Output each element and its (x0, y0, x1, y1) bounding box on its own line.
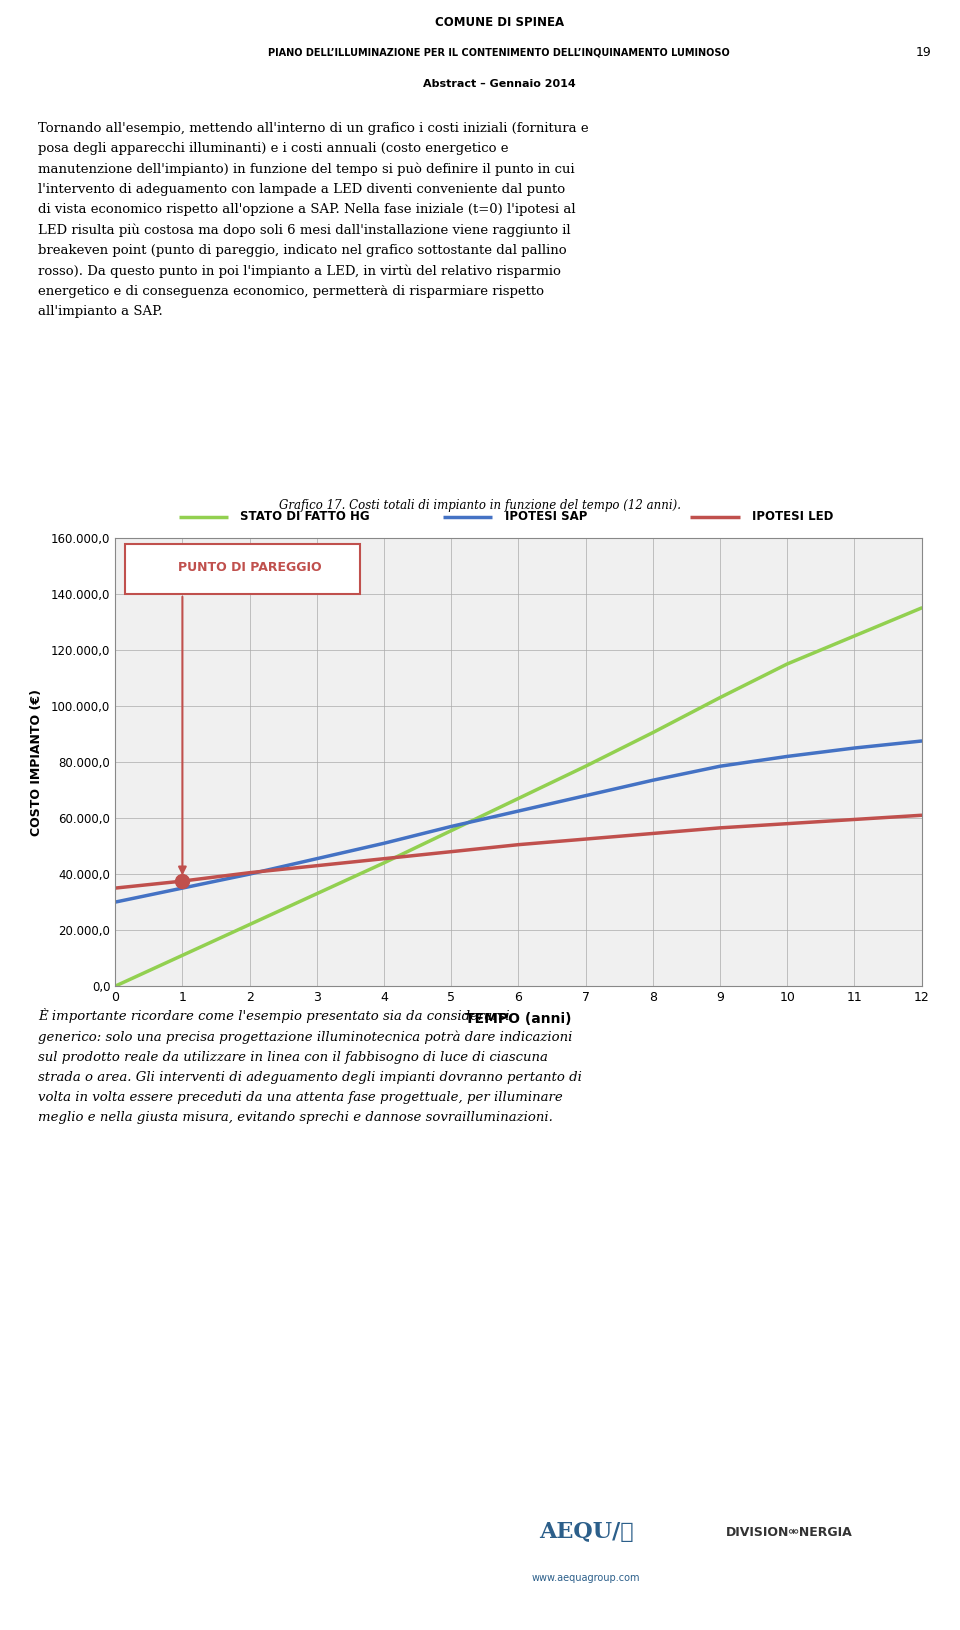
IPOTESI SAP (445, 817, 457, 836)
Text: STATO DI FATTO HG: STATO DI FATTO HG (240, 510, 371, 523)
STATO DI FATTO HG (244, 914, 255, 934)
IPOTESI LED (378, 849, 390, 869)
Text: DIVISION⚮NERGIA: DIVISION⚮NERGIA (726, 1526, 852, 1539)
FancyBboxPatch shape (125, 543, 360, 593)
STATO DI FATTO HG (177, 945, 188, 965)
IPOTESI LED (513, 835, 524, 854)
IPOTESI LED (311, 856, 323, 875)
IPOTESI SAP (177, 879, 188, 898)
Text: Abstract – Gennaio 2014: Abstract – Gennaio 2014 (422, 80, 576, 90)
Line: STATO DI FATTO HG: STATO DI FATTO HG (115, 608, 922, 986)
STATO DI FATTO HG (109, 976, 121, 996)
Text: Tornando all'esempio, mettendo all'interno di un grafico i costi iniziali (forni: Tornando all'esempio, mettendo all'inter… (38, 122, 589, 318)
Text: AEQU/✓: AEQU/✓ (539, 1521, 634, 1544)
IPOTESI SAP (311, 849, 323, 869)
Text: www.aequagroup.com: www.aequagroup.com (532, 1573, 640, 1583)
Text: Grafico 17. Costi totali di impianto in funzione del tempo (12 anni).: Grafico 17. Costi totali di impianto in … (279, 499, 681, 512)
IPOTESI SAP (109, 892, 121, 911)
IPOTESI LED (580, 830, 591, 849)
IPOTESI SAP (513, 802, 524, 822)
Line: IPOTESI SAP: IPOTESI SAP (115, 742, 922, 901)
IPOTESI SAP (781, 747, 793, 766)
Text: È importante ricordare come l'esempio presentato sia da considerarsi
generico: s: È importante ricordare come l'esempio pr… (38, 1009, 583, 1125)
IPOTESI LED (916, 805, 927, 825)
IPOTESI LED (445, 841, 457, 861)
IPOTESI LED (244, 862, 255, 882)
X-axis label: TEMPO (anni): TEMPO (anni) (466, 1012, 571, 1027)
STATO DI FATTO HG (647, 722, 659, 742)
IPOTESI LED (177, 872, 188, 892)
IPOTESI SAP (714, 756, 726, 776)
IPOTESI LED (781, 813, 793, 833)
IPOTESI LED (714, 818, 726, 838)
STATO DI FATTO HG (849, 626, 860, 645)
Text: IPOTESI LED: IPOTESI LED (753, 510, 833, 523)
IPOTESI SAP (849, 738, 860, 758)
Text: IPOTESI SAP: IPOTESI SAP (505, 510, 588, 523)
Y-axis label: COSTO IMPIANTO (€): COSTO IMPIANTO (€) (30, 688, 42, 836)
STATO DI FATTO HG (580, 756, 591, 776)
IPOTESI SAP (580, 786, 591, 805)
Text: PUNTO DI PAREGGIO: PUNTO DI PAREGGIO (178, 561, 322, 574)
STATO DI FATTO HG (378, 852, 390, 872)
STATO DI FATTO HG (311, 883, 323, 903)
STATO DI FATTO HG (445, 822, 457, 841)
STATO DI FATTO HG (781, 654, 793, 673)
IPOTESI SAP (647, 771, 659, 791)
IPOTESI SAP (378, 833, 390, 852)
STATO DI FATTO HG (714, 688, 726, 707)
STATO DI FATTO HG (916, 598, 927, 618)
STATO DI FATTO HG (513, 789, 524, 808)
Text: 19: 19 (916, 47, 931, 59)
IPOTESI SAP (916, 732, 927, 751)
IPOTESI LED (647, 823, 659, 843)
Text: COMUNE DI SPINEA: COMUNE DI SPINEA (435, 16, 564, 29)
IPOTESI SAP (244, 864, 255, 883)
Text: PIANO DELL’ILLUMINAZIONE PER IL CONTENIMENTO DELL’INQUINAMENTO LUMINOSO: PIANO DELL’ILLUMINAZIONE PER IL CONTENIM… (269, 47, 730, 57)
Line: IPOTESI LED: IPOTESI LED (115, 815, 922, 888)
IPOTESI LED (849, 810, 860, 830)
IPOTESI LED (109, 879, 121, 898)
